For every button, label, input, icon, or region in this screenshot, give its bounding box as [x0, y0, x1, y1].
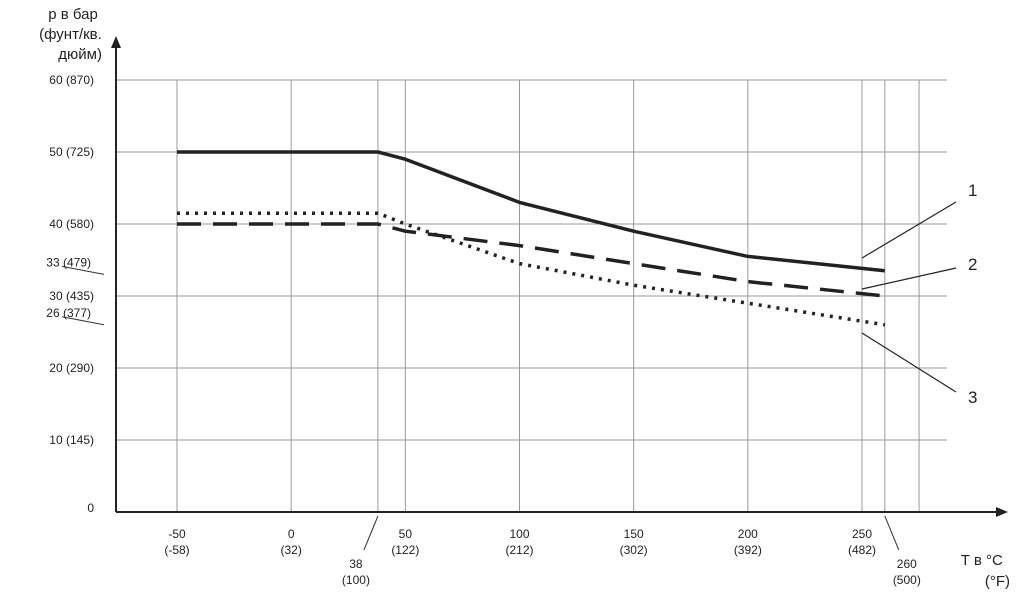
- series-lines: [177, 150, 886, 327]
- y-tick-label: 50 (725): [49, 145, 94, 159]
- callout-label-2: 2: [968, 255, 977, 274]
- x-tick-labels: -50 (-58) 0 (32) 38 (100) 50 (122) 100 (212) 150 (3…: [164, 527, 921, 587]
- x-tick-label-celsius: 260: [897, 557, 917, 571]
- x-axis-title-line-1: T в °C: [961, 552, 1003, 569]
- y-tick-label: 33 (479): [46, 255, 91, 269]
- x-tick-label-celsius: 0: [288, 527, 295, 541]
- grid-lines: [61, 79, 947, 512]
- x-tick-label-celsius: -50: [168, 527, 186, 541]
- y-tick-label: 10 (145): [49, 433, 94, 447]
- y-guide-leader: [61, 316, 105, 326]
- y-axis-title-line-2: (фунт/кв.: [39, 26, 102, 43]
- y-axis-arrow: [111, 36, 121, 48]
- x-tick-label-celsius: 50: [399, 527, 413, 541]
- x-tick-label-fahrenheit: (302): [620, 543, 648, 557]
- y-guide-leader: [61, 265, 105, 275]
- callout-label-1: 1: [968, 181, 977, 200]
- series-line-2: [177, 222, 885, 298]
- x-tick-label-fahrenheit: (100): [342, 573, 370, 587]
- callout-leader-1: [861, 201, 957, 259]
- callout-leader-2: [861, 267, 957, 290]
- x-axis-arrow: [996, 507, 1008, 517]
- x-axis-title-line-2: (°F): [985, 573, 1010, 590]
- x-tick-label-fahrenheit: (392): [734, 543, 762, 557]
- y-tick-label: 20 (290): [49, 361, 94, 375]
- axes: [111, 36, 1008, 551]
- x-tick-label-fahrenheit: (482): [848, 543, 876, 557]
- y-tick-label: 60 (870): [49, 73, 94, 87]
- x-tick-label-fahrenheit: (212): [505, 543, 533, 557]
- x-tick-label-celsius: 250: [852, 527, 872, 541]
- x-tick-label-celsius: 100: [509, 527, 529, 541]
- callout-label-3: 3: [968, 388, 977, 407]
- x-tick-label-celsius: 38: [349, 557, 363, 571]
- y-axis-title-line-3: дюйм): [58, 46, 102, 63]
- x-tick-label-celsius: 200: [738, 527, 758, 541]
- x-tick-label-fahrenheit: (122): [391, 543, 419, 557]
- callout-leader-3: [861, 332, 957, 393]
- x-tick-leader: [363, 515, 379, 551]
- series-callouts: 1 2 3: [861, 181, 977, 407]
- y-tick-label: 26 (377): [46, 306, 91, 320]
- y-tick-label: 30 (435): [49, 289, 94, 303]
- x-tick-label-fahrenheit: (500): [893, 573, 921, 587]
- y-tick-label: 40 (580): [49, 217, 94, 231]
- x-tick-label-fahrenheit: (32): [280, 543, 301, 557]
- y-axis-title-line-1: p в бар: [48, 6, 98, 23]
- y-axis-title: p в бар (фунт/кв. дюйм): [39, 6, 106, 63]
- x-tick-label-celsius: 150: [624, 527, 644, 541]
- series-line-3: [177, 211, 886, 327]
- x-axis-title: T в °C (°F): [961, 552, 1010, 590]
- x-tick-label-fahrenheit: (-58): [164, 543, 189, 557]
- y-tick-label: 0: [87, 501, 94, 515]
- x-tick-leader: [884, 515, 900, 551]
- y-tick-labels: 0 10 (145) 20 (290) 26 (377) 30 (435) 33 (479…: [46, 73, 94, 515]
- series-line-1: [177, 150, 885, 273]
